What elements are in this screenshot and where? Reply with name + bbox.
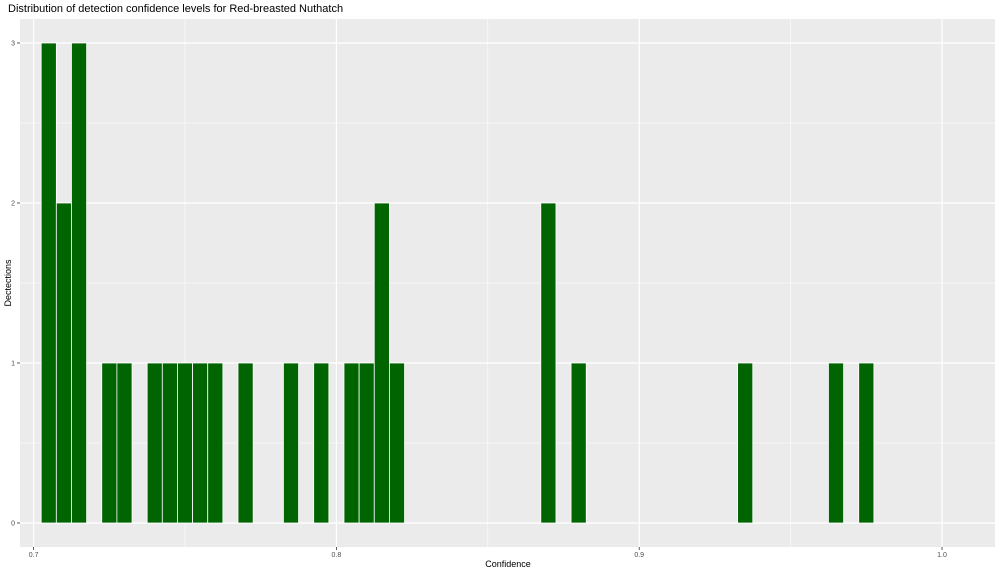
x-axis-ticks: 0.7 0.8 0.9 1.0 [29,547,947,559]
histogram-bar [40,42,57,524]
histogram-bar [373,202,390,524]
histogram-bar [161,362,178,524]
histogram-bar [828,362,845,524]
x-tick-label: 0.7 [29,552,39,559]
chart-title: Distribution of detection confidence lev… [8,3,343,15]
bars [40,42,875,524]
histogram-bar [283,362,299,524]
histogram-bar [101,362,118,524]
y-axis-ticks: 0 1 2 3 [11,41,20,528]
histogram-bar [343,362,360,524]
histogram-bar [313,362,330,524]
histogram-bar [540,202,557,524]
y-tick-label: 2 [11,201,15,208]
histogram-bar [192,362,209,524]
histogram-bar [177,362,193,524]
x-axis-title: Confidence [485,559,531,569]
histogram-bar [737,362,754,524]
x-tick-label: 0.8 [332,552,342,559]
histogram-bar [55,202,72,524]
y-tick-label: 3 [11,41,15,48]
x-tick-label: 1.0 [937,552,947,559]
y-axis-title: Dectections [3,259,13,307]
histogram-bar [207,362,224,524]
y-tick-label: 0 [11,521,15,528]
histogram-bar [389,362,405,524]
histogram-bar [358,362,375,524]
histogram-bar [237,362,254,524]
x-tick-label: 0.9 [634,552,644,559]
histogram-bar [570,362,587,524]
histogram-bar [71,42,88,524]
histogram-bar [146,362,163,524]
histogram-bar [858,362,875,524]
y-tick-label: 1 [11,361,15,368]
histogram-bar [116,362,133,524]
